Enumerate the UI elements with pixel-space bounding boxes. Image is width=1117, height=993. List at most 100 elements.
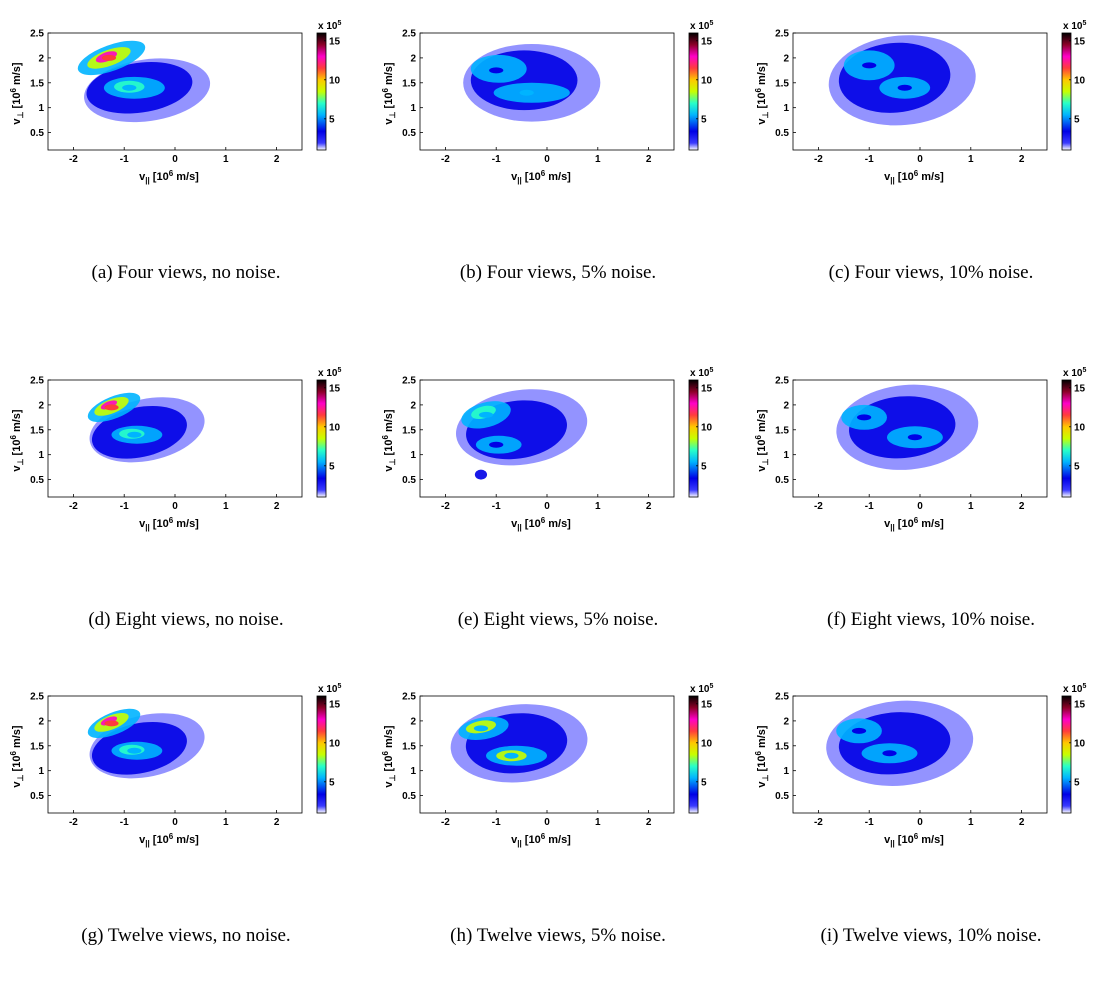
contour-fill [828, 35, 976, 126]
x-tick-label: 2 [274, 817, 280, 828]
colorbar-multiplier: x 105 [1063, 20, 1086, 32]
colorbar-multiplier: x 105 [690, 367, 713, 379]
panel-f: -2 -1 0 1 2 2.5 2 1.5 1 0.5 v|| [106 m/s] v⊥ [106 m… [745, 347, 1117, 677]
colorbar-tick-label: 10 [1074, 738, 1086, 749]
y-tick-label: 1.5 [775, 741, 789, 752]
contour-region [474, 469, 488, 480]
y-tick-label: 2 [38, 400, 44, 411]
x-tick-label: 2 [1019, 501, 1025, 512]
x-tick-label: -1 [492, 817, 501, 828]
colorbar-tick-label: 10 [701, 75, 713, 86]
colorbar-tick-label: 5 [1074, 461, 1080, 472]
x-axis-label: v|| [106 m/s] [511, 516, 571, 532]
x-tick-label: 1 [223, 501, 229, 512]
y-tick-label: 0.5 [402, 128, 416, 139]
contour-fill [87, 392, 205, 463]
x-tick-label: 0 [917, 501, 923, 512]
contour-plot: -2 -1 0 1 2 2.5 2 1.5 1 0.5 v|| [106 m/s] v⊥ [106 m… [754, 367, 1086, 532]
x-tick-label: -1 [865, 154, 874, 165]
x-tick-label: -1 [120, 817, 129, 828]
x-tick-label: -2 [69, 817, 78, 828]
y-tick-label: 2.5 [402, 29, 416, 40]
colorbar-tick-label: 15 [1074, 699, 1086, 710]
colorbar-tick-label: 10 [329, 75, 341, 86]
colorbar-tick-label: 5 [329, 461, 335, 472]
peak-mark [104, 720, 119, 727]
x-tick-label: 1 [968, 154, 974, 165]
x-tick-label: 0 [172, 817, 178, 828]
y-tick-label: 1.5 [402, 741, 416, 752]
y-tick-label: 2 [783, 400, 789, 411]
panel-i: -2 -1 0 1 2 2.5 2 1.5 1 0.5 v|| [106 m/s] v⊥ [106 m… [745, 663, 1117, 993]
colorbar-tick-label: 5 [701, 114, 707, 125]
peak-mark [473, 725, 489, 732]
contour-plot: -2 -1 0 1 2 2.5 2 1.5 1 0.5 v|| [106 m/s] v⊥ [106 m… [9, 367, 341, 532]
peak-mark [897, 84, 912, 91]
x-tick-label: -1 [865, 501, 874, 512]
y-tick-label: 1.5 [30, 78, 44, 89]
colorbar-tick-label: 5 [329, 114, 335, 125]
contour-plot: -2 -1 0 1 2 2.5 2 1.5 1 0.5 v|| [106 m/s] v⊥ [106 m… [381, 20, 713, 185]
peak-mark [882, 750, 897, 757]
x-tick-label: -2 [441, 817, 450, 828]
colorbar-multiplier: x 105 [318, 367, 341, 379]
y-tick-label: 1 [410, 103, 416, 114]
peak-mark [127, 431, 142, 438]
x-tick-label: 2 [646, 154, 652, 165]
panel-caption: (f) Eight views, 10% noise. [827, 609, 1035, 630]
x-tick-label: 0 [544, 154, 550, 165]
x-tick-label: -2 [69, 501, 78, 512]
colorbar [688, 32, 699, 151]
colorbar [1061, 32, 1072, 151]
y-tick-label: 1 [38, 450, 44, 461]
colorbar [688, 695, 699, 814]
colorbar [1061, 695, 1072, 814]
x-tick-label: 0 [917, 817, 923, 828]
contour-fill [77, 40, 211, 123]
y-tick-label: 2 [783, 53, 789, 64]
panel-caption: (b) Four views, 5% noise. [459, 262, 657, 283]
y-tick-label: 0.5 [30, 791, 44, 802]
y-tick-label: 1.5 [30, 741, 44, 752]
colorbar-tick-label: 10 [701, 422, 713, 433]
peak-mark [104, 404, 119, 411]
panel-caption: (i) Twelve views, 10% noise. [820, 925, 1042, 946]
panel-a: -2 -1 0 1 2 2.5 2 1.5 1 0.5 v|| [106 m/s] v⊥ [106 m… [0, 0, 372, 330]
colorbar [316, 379, 327, 498]
x-axis-label: v|| [106 m/s] [511, 169, 571, 185]
x-axis-label: v|| [106 m/s] [884, 169, 944, 185]
panel-caption: (a) Four views, no noise. [91, 262, 281, 283]
y-tick-label: 1 [410, 450, 416, 461]
colorbar-multiplier: x 105 [690, 683, 713, 695]
y-tick-label: 1.5 [775, 425, 789, 436]
y-axis-label: v⊥ [106 m/s] [381, 725, 397, 788]
colorbar-tick-label: 10 [1074, 75, 1086, 86]
peak-mark [907, 434, 923, 441]
x-tick-label: 1 [595, 817, 601, 828]
x-tick-label: 1 [223, 817, 229, 828]
y-axis-label: v⊥ [106 m/s] [754, 409, 770, 472]
colorbar-multiplier: x 105 [318, 683, 341, 695]
colorbar-tick-label: 10 [329, 738, 341, 749]
y-tick-label: 1 [38, 766, 44, 777]
colorbar [316, 32, 327, 151]
x-tick-label: -1 [120, 154, 129, 165]
colorbar-tick-label: 15 [701, 383, 713, 394]
peak-mark [478, 411, 494, 418]
y-axis-label: v⊥ [106 m/s] [754, 62, 770, 125]
colorbar [688, 379, 699, 498]
x-tick-label: -2 [69, 154, 78, 165]
colorbar-tick-label: 15 [701, 36, 713, 47]
panel-caption: (d) Eight views, no noise. [88, 609, 284, 630]
panel-g: -2 -1 0 1 2 2.5 2 1.5 1 0.5 v|| [106 m/s] v⊥ [106 m… [0, 663, 372, 993]
y-tick-label: 0.5 [775, 791, 789, 802]
y-tick-label: 1 [783, 103, 789, 114]
x-tick-label: -2 [814, 501, 823, 512]
x-tick-label: 0 [172, 501, 178, 512]
contour-fill [87, 708, 205, 779]
y-tick-label: 0.5 [775, 475, 789, 486]
y-tick-label: 1 [38, 103, 44, 114]
contour-plot: -2 -1 0 1 2 2.5 2 1.5 1 0.5 v|| [106 m/s] v⊥ [106 m… [9, 683, 341, 848]
colorbar-tick-label: 5 [1074, 777, 1080, 788]
colorbar-tick-label: 15 [329, 699, 341, 710]
